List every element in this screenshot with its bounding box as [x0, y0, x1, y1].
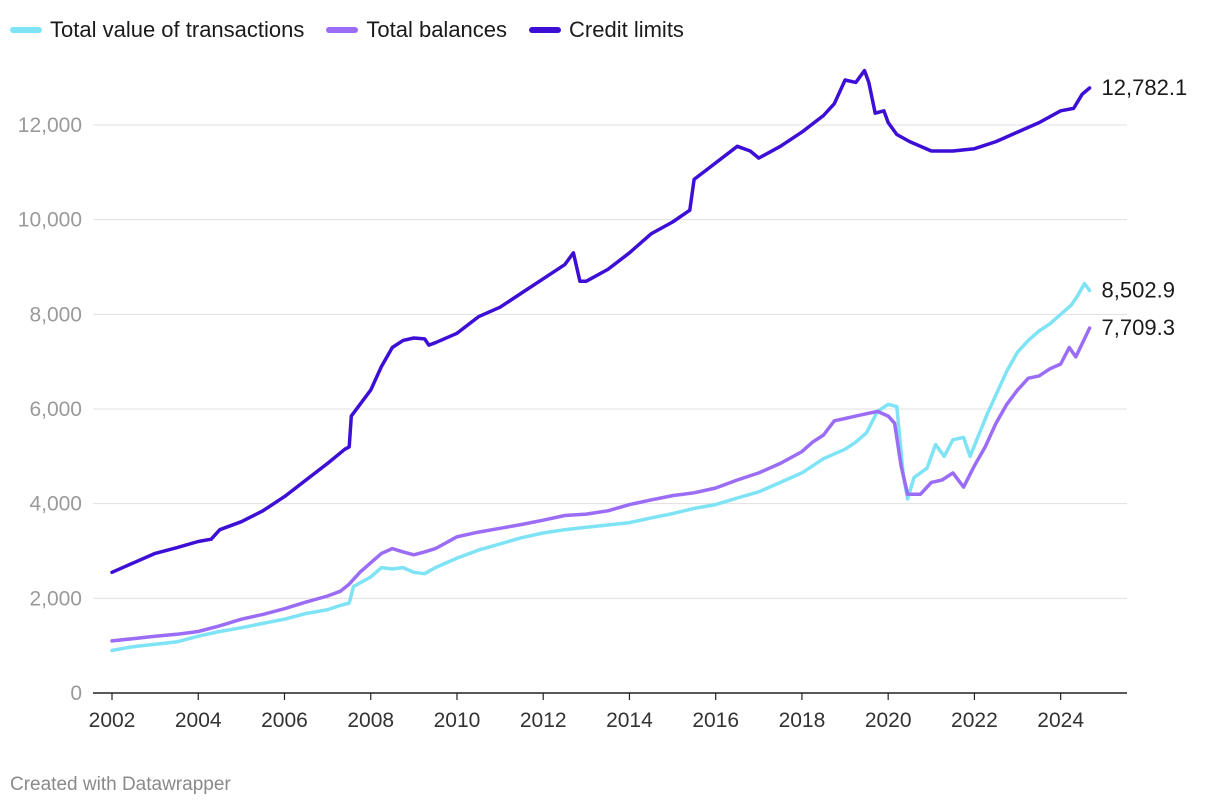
grid-lines — [93, 124, 1127, 694]
series-line-balances — [110, 326, 1092, 643]
y-tick-label: 0 — [70, 682, 82, 705]
legend-swatch-balances — [326, 27, 359, 33]
legend-label-credit-limits: Credit limits — [569, 17, 684, 42]
series-line-transactions — [110, 281, 1092, 653]
x-tick-label: 2018 — [779, 709, 826, 732]
x-tick-label: 2002 — [89, 709, 136, 732]
x-tick-label: 2006 — [261, 709, 308, 732]
y-tick-label: 6,000 — [29, 398, 82, 421]
legend-swatch-credit-limits — [529, 27, 562, 33]
y-tick-label: 2,000 — [29, 587, 82, 610]
y-tick-label: 12,000 — [18, 114, 82, 137]
x-tick-label: 2024 — [1037, 709, 1084, 732]
legend-item-balances: Total balances — [326, 17, 507, 43]
x-tick-label: 2004 — [175, 709, 222, 732]
x-axis-ticks: 2002 2004 2006 2008 2010 2012 2014 2016 2018 2020… — [89, 693, 1084, 732]
y-tick-label: 4,000 — [29, 493, 82, 516]
x-tick-label: 2016 — [692, 709, 739, 732]
legend: Total value of transactions Total balanc… — [10, 14, 684, 46]
x-tick-label: 2010 — [434, 709, 481, 732]
x-tick-label: 2008 — [347, 709, 394, 732]
series-lines — [110, 68, 1092, 653]
x-tick-label: 2020 — [865, 709, 912, 732]
x-tick-label: 2014 — [606, 709, 653, 732]
x-tick-label: 2022 — [951, 709, 998, 732]
end-label-transactions: 8,502.9 — [1102, 278, 1175, 303]
y-axis-ticks: 0 2,000 4,000 6,000 8,000 10,000 12,000 — [18, 114, 82, 705]
y-tick-label: 10,000 — [18, 209, 82, 232]
end-label-credit-limits: 12,782.1 — [1102, 75, 1188, 100]
legend-label-balances: Total balances — [366, 17, 508, 42]
x-tick-label: 2012 — [520, 709, 567, 732]
legend-swatch-transactions — [10, 27, 42, 33]
footer-credit: Created with Datawrapper — [10, 774, 231, 795]
y-tick-label: 8,000 — [29, 303, 82, 326]
legend-item-credit-limits: Credit limits — [529, 17, 684, 43]
end-label-balances: 7,709.3 — [1102, 315, 1175, 340]
series-line-credit-limits — [110, 68, 1092, 575]
legend-item-transactions: Total value of transactions — [10, 17, 304, 43]
end-labels: 8,502.9 7,709.3 12,782.1 — [1102, 75, 1188, 340]
legend-label-transactions: Total value of transactions — [50, 17, 305, 42]
